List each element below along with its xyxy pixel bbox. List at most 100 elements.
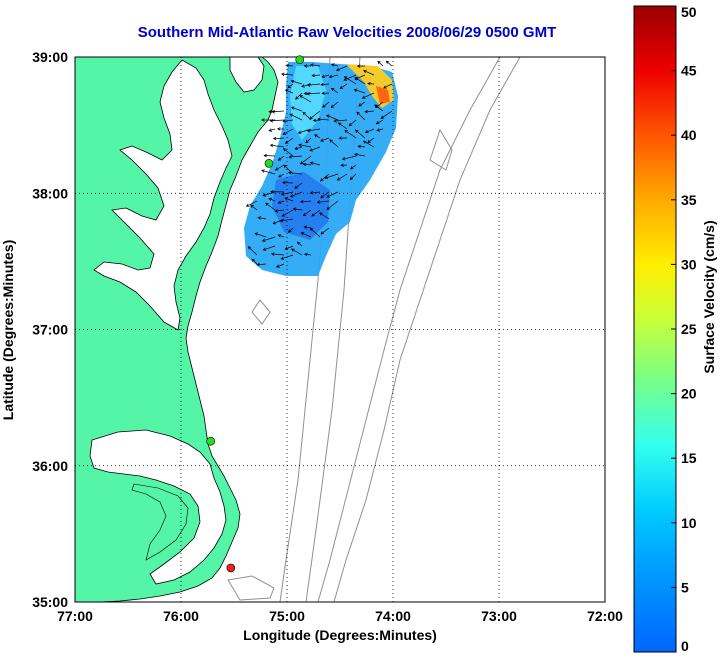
y-tick-label: 37:00 [32, 322, 68, 338]
velocity-arrow [329, 139, 339, 148]
velocity-arrow [270, 189, 285, 194]
velocity-arrow [333, 119, 348, 123]
velocity-arrow [321, 74, 330, 78]
velocity-arrow [303, 64, 312, 68]
velocity-arrow [302, 209, 312, 217]
velocity-arrow [376, 128, 384, 132]
velocity-arrow [328, 74, 339, 79]
velocity-arrow [326, 114, 339, 121]
velocity-arrow [281, 209, 294, 217]
velocity-arrow [251, 258, 258, 265]
y-tick-label: 38:00 [32, 185, 68, 201]
velocity-arrow [277, 234, 285, 238]
velocity-arrow [287, 83, 294, 89]
velocity-arrow [354, 152, 366, 157]
velocity-arrow [367, 137, 375, 144]
velocity-arrow [363, 69, 375, 76]
velocity-arrow [358, 101, 366, 107]
velocity-arrow [290, 106, 303, 112]
delaware-bay [229, 57, 265, 93]
velocity-arrow [265, 202, 276, 211]
radar-stations [206, 55, 305, 573]
velocity-arrow [320, 227, 330, 235]
velocity-arrow [306, 83, 321, 87]
velocity-arrow [271, 109, 285, 114]
velocity-arrow [245, 200, 258, 207]
velocity-arrow [256, 262, 267, 267]
velocity-arrow [306, 128, 321, 133]
x-axis-label: Longitude (Degrees:Minutes) [243, 627, 437, 643]
velocity-field-peak [376, 86, 390, 104]
y-tick-labels: 39:00 38:00 37:00 36:00 35:00 [32, 49, 68, 610]
sound-land-strip [131, 483, 189, 561]
velocity-arrow [263, 153, 276, 158]
velocity-arrow [361, 92, 375, 99]
velocity-arrow [364, 109, 375, 114]
velocity-arrow [357, 144, 366, 149]
velocity-arrow [362, 140, 375, 148]
velocity-arrow [310, 63, 321, 67]
velocity-arrow [343, 76, 357, 85]
velocity-arrow [299, 95, 312, 103]
velocity-arrow [317, 117, 330, 121]
velocity-arrow [318, 212, 330, 220]
velocity-arrow [257, 216, 267, 220]
x-tick-label: 73:00 [481, 608, 517, 624]
velocity-arrow [292, 207, 303, 211]
velocity-arrow [296, 241, 303, 247]
velocity-arrow [330, 63, 339, 67]
velocity-arrow [288, 155, 303, 159]
velocity-arrow [279, 218, 294, 223]
velocity-arrow [306, 91, 321, 96]
map-title: Southern Mid-Atlantic Raw Velocities 200… [137, 24, 557, 41]
plot-frame [74, 56, 606, 603]
velocity-arrow [353, 88, 366, 94]
velocity-field-slow [272, 172, 330, 240]
x-tick-labels: 77:00 76:00 75:00 74:00 73:00 72:00 [57, 608, 623, 624]
x-tick-label: 76:00 [163, 608, 199, 624]
velocity-arrow [330, 87, 339, 94]
velocity-arrow [322, 101, 330, 108]
velocity-arrow [268, 128, 276, 132]
y-tick-label: 35:00 [32, 594, 68, 610]
velocity-arrow [288, 227, 294, 233]
velocity-arrow [314, 134, 321, 139]
y-axis-label: Latitude (Degrees:Minutes) [0, 240, 16, 420]
velocity-arrow [336, 173, 348, 181]
velocity-arrow [291, 248, 303, 256]
velocity-arrow [261, 169, 276, 175]
velocity-arrow [275, 263, 285, 268]
station-marker [206, 436, 215, 446]
velocity-arrow [380, 110, 393, 119]
velocity-arrow [262, 245, 276, 251]
velocity-arrow [319, 173, 330, 182]
velocity-arrow [299, 155, 312, 165]
velocity-arrow [311, 209, 321, 217]
velocity-arrow [282, 180, 294, 185]
velocity-arrow [320, 137, 330, 142]
velocity-arrow [377, 60, 384, 67]
velocity-arrow [309, 227, 321, 238]
velocity-arrow [270, 252, 285, 256]
velocity-arrow [349, 164, 357, 170]
velocity-arrow [349, 173, 357, 181]
velocity-arrow [289, 113, 303, 121]
velocity-arrow [261, 118, 276, 122]
velocity-arrow [282, 128, 294, 135]
velocity-arrow [348, 119, 357, 127]
y-tick-label: 39:00 [32, 49, 68, 65]
velocity-arrow [278, 173, 285, 178]
pamlico-sound [89, 429, 227, 585]
velocity-arrow [305, 137, 312, 144]
velocity-arrow [354, 77, 366, 85]
velocity-arrow [383, 83, 393, 89]
velocity-arrow [304, 252, 312, 257]
velocity-arrow [294, 146, 303, 151]
velocity-arrow [277, 200, 285, 204]
velocity-arrow [280, 254, 294, 260]
velocity-arrow [326, 191, 339, 198]
velocity-arrows [245, 60, 393, 268]
velocity-arrow [282, 148, 294, 157]
velocity-arrow [290, 79, 303, 85]
station-marker [264, 158, 274, 168]
